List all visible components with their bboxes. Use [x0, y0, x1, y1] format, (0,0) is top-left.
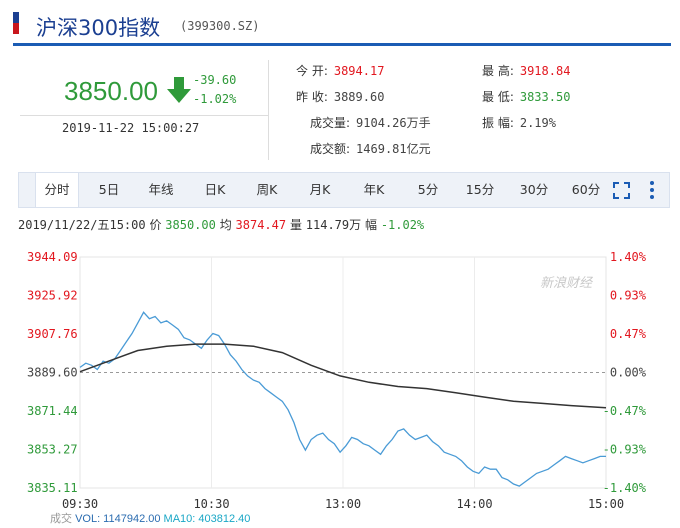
field-low: 最 低: 3833.50 — [482, 90, 571, 104]
tab-yearly-k[interactable]: 年K — [363, 182, 385, 197]
down-arrow-icon — [167, 77, 191, 103]
chart-lines — [79, 311, 607, 487]
y-tick-label-pct: -0.47% — [603, 404, 647, 418]
x-tick-label: 09:30 — [62, 497, 98, 511]
field-open: 今 开: 3894.17 — [296, 64, 385, 78]
x-tick-label: 13:00 — [325, 497, 361, 511]
tab-daily-k[interactable]: 日K — [204, 182, 226, 197]
info-amplitude: -1.02% — [380, 218, 425, 232]
tab-monthly-k[interactable]: 月K — [309, 182, 331, 197]
index-code: (399300.SZ) — [180, 19, 260, 33]
y-tick-label: 3871.44 — [27, 404, 78, 418]
y-tick-label: 3907.76 — [27, 327, 78, 341]
price-series — [79, 311, 606, 487]
header-rule — [13, 43, 671, 46]
chart-period-tabs: 分时 5日 年线 日K 周K 月K 年K 5分 15分 30分 60分 — [18, 172, 670, 208]
y-tick-label: 3944.09 — [27, 250, 78, 264]
info-volume: 114.79万 — [305, 218, 362, 232]
y-tick-label-pct: 0.93% — [610, 289, 647, 303]
y-tick-label-pct: -0.93% — [603, 443, 647, 457]
tab-15min[interactable]: 15分 — [465, 182, 495, 197]
last-price: 3850.00 — [64, 76, 158, 106]
volume-summary: 成交 VOL: 1147942.00 MA10: 403812.40 — [50, 510, 250, 526]
chart-grid — [79, 256, 607, 489]
y-tick-label-pct: 0.00% — [610, 366, 647, 380]
change-value: -39.60 — [193, 73, 237, 87]
y-tick-label: 3853.27 — [27, 443, 78, 457]
x-tick-label: 14:00 — [456, 497, 492, 511]
quote-panel: 3850.00 -39.60 -1.02% 2019-11-22 15:00:2… — [0, 50, 680, 165]
fullscreen-icon[interactable] — [613, 182, 630, 199]
divider — [20, 115, 268, 116]
tab-30min[interactable]: 30分 — [519, 182, 549, 197]
x-tick-label: 15:00 — [588, 497, 624, 511]
y-tick-label: 3835.11 — [27, 481, 78, 495]
volume-label: 成交 — [50, 513, 72, 525]
divider — [268, 60, 269, 160]
tab-yearline[interactable]: 年线 — [148, 182, 174, 197]
ma10-value: MA10: 403812.40 — [163, 513, 251, 525]
y-tick-label-pct: -1.40% — [603, 481, 647, 495]
info-average: 3874.47 — [235, 218, 287, 232]
header: 沪深300指数 (399300.SZ) — [0, 0, 680, 46]
change-block: -39.60 -1.02% — [193, 71, 236, 109]
volume-value: VOL: 1147942.00 — [75, 513, 161, 525]
tab-intraday[interactable]: 分时 — [35, 173, 79, 207]
quote-time: 2019-11-22 15:00:27 — [62, 121, 200, 135]
y-axis-right: 1.40% 0.93% 0.47% 0.00% -0.47% -0.93% -1.40% — [603, 250, 647, 495]
field-amplitude: 振 幅: 2.19% — [482, 116, 556, 130]
y-tick-label: 3925.92 — [27, 289, 78, 303]
change-percent: -1.02% — [193, 92, 237, 106]
hover-info-bar: 2019/11/22/五15:00 价 3850.00 均 3874.47 量 … — [18, 218, 425, 232]
y-tick-label-pct: 1.40% — [610, 250, 647, 264]
info-price: 3850.00 — [165, 218, 216, 232]
average-series — [79, 343, 607, 409]
field-turnover: 成交额: 1469.81亿元 — [310, 142, 431, 156]
y-tick-label: 3889.60 — [27, 366, 78, 380]
index-title: 沪深300指数 — [36, 16, 161, 40]
tab-weekly-k[interactable]: 周K — [256, 182, 278, 197]
flag-icon — [13, 12, 19, 34]
intraday-chart[interactable]: 3944.09 3925.92 3907.76 3889.60 3871.44 3853.… — [0, 240, 680, 512]
watermark: 新浪财经 — [540, 275, 594, 291]
field-high: 最 高: 3918.84 — [482, 64, 571, 78]
y-tick-label-pct: 0.47% — [610, 327, 647, 341]
y-axis-left: 3944.09 3925.92 3907.76 3889.60 3871.44 3853.… — [27, 250, 78, 495]
x-tick-label: 10:30 — [193, 497, 229, 511]
field-volume: 成交量: 9104.26万手 — [310, 116, 431, 130]
info-datetime: 2019/11/22/五15:00 — [18, 218, 146, 232]
x-axis: 09:30 10:30 13:00 14:00 15:00 — [62, 497, 624, 511]
tab-60min[interactable]: 60分 — [571, 182, 601, 197]
more-menu-icon[interactable] — [649, 179, 655, 201]
tab-5min[interactable]: 5分 — [417, 182, 439, 197]
tab-5day[interactable]: 5日 — [98, 182, 120, 197]
field-prev-close: 昨 收: 3889.60 — [296, 90, 385, 104]
